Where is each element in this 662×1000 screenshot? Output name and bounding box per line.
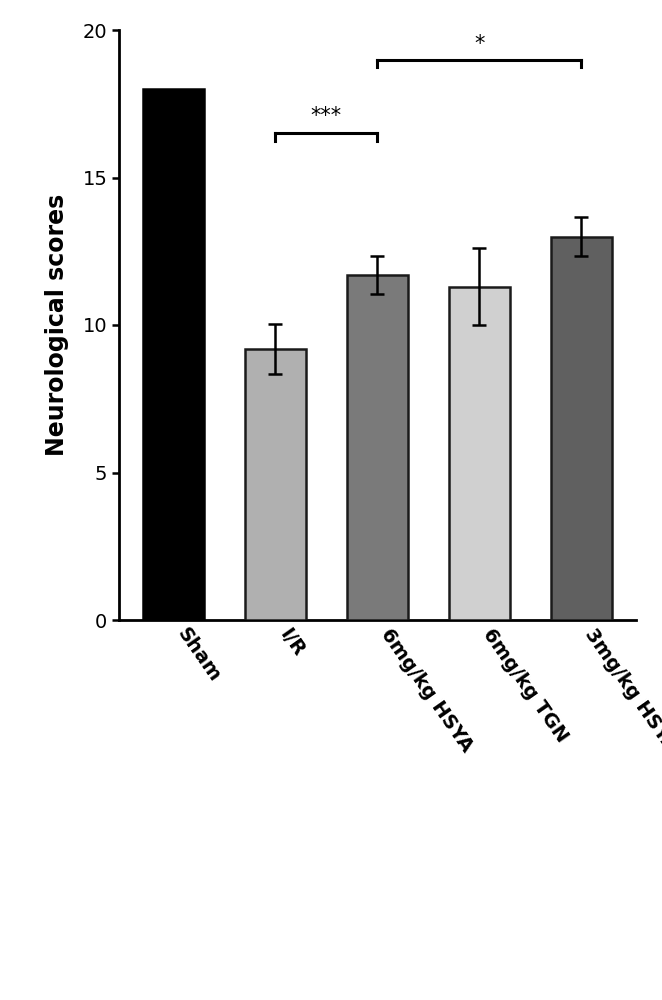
Y-axis label: Neurological scores: Neurological scores: [44, 194, 69, 456]
Bar: [347, 275, 408, 620]
Bar: [245, 349, 306, 620]
Text: *: *: [474, 34, 485, 54]
Bar: [449, 287, 510, 620]
Bar: [551, 236, 612, 620]
Text: ***: ***: [310, 106, 342, 126]
Bar: [142, 89, 204, 620]
